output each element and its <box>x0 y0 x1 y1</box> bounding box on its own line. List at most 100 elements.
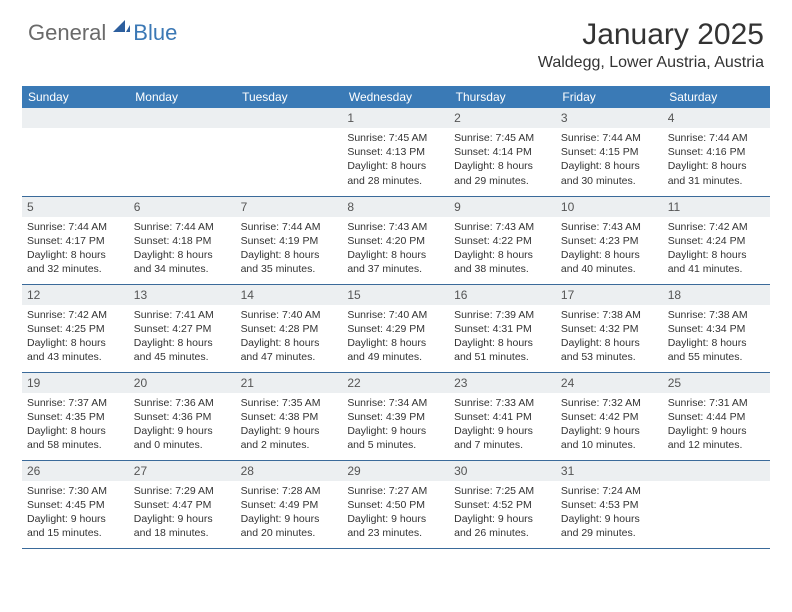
day-details: Sunrise: 7:36 AMSunset: 4:36 PMDaylight:… <box>129 393 236 457</box>
calendar-day-cell: 23Sunrise: 7:33 AMSunset: 4:41 PMDayligh… <box>449 372 556 460</box>
day-number-empty <box>129 108 236 128</box>
calendar-week-row: 12Sunrise: 7:42 AMSunset: 4:25 PMDayligh… <box>22 284 770 372</box>
calendar-day-cell: 7Sunrise: 7:44 AMSunset: 4:19 PMDaylight… <box>236 196 343 284</box>
calendar-day-cell: 12Sunrise: 7:42 AMSunset: 4:25 PMDayligh… <box>22 284 129 372</box>
title-block: January 2025 Waldegg, Lower Austria, Aus… <box>538 18 764 72</box>
day-number: 30 <box>449 461 556 481</box>
day-number: 23 <box>449 373 556 393</box>
logo-sail-icon <box>111 18 131 39</box>
location-text: Waldegg, Lower Austria, Austria <box>538 54 764 72</box>
calendar-day-cell: 14Sunrise: 7:40 AMSunset: 4:28 PMDayligh… <box>236 284 343 372</box>
day-details: Sunrise: 7:43 AMSunset: 4:20 PMDaylight:… <box>342 217 449 281</box>
calendar-day-cell: 20Sunrise: 7:36 AMSunset: 4:36 PMDayligh… <box>129 372 236 460</box>
day-number: 31 <box>556 461 663 481</box>
day-number: 24 <box>556 373 663 393</box>
calendar-week-row: 1Sunrise: 7:45 AMSunset: 4:13 PMDaylight… <box>22 108 770 196</box>
day-details: Sunrise: 7:25 AMSunset: 4:52 PMDaylight:… <box>449 481 556 545</box>
day-details: Sunrise: 7:45 AMSunset: 4:13 PMDaylight:… <box>342 128 449 192</box>
calendar-day-cell <box>22 108 129 196</box>
day-details: Sunrise: 7:30 AMSunset: 4:45 PMDaylight:… <box>22 481 129 545</box>
calendar-day-cell: 26Sunrise: 7:30 AMSunset: 4:45 PMDayligh… <box>22 460 129 548</box>
day-details: Sunrise: 7:44 AMSunset: 4:18 PMDaylight:… <box>129 217 236 281</box>
calendar-day-cell: 24Sunrise: 7:32 AMSunset: 4:42 PMDayligh… <box>556 372 663 460</box>
day-details: Sunrise: 7:43 AMSunset: 4:23 PMDaylight:… <box>556 217 663 281</box>
day-details: Sunrise: 7:29 AMSunset: 4:47 PMDaylight:… <box>129 481 236 545</box>
weekday-header-row: Sunday Monday Tuesday Wednesday Thursday… <box>22 86 770 108</box>
calendar-day-cell: 18Sunrise: 7:38 AMSunset: 4:34 PMDayligh… <box>663 284 770 372</box>
day-number: 22 <box>342 373 449 393</box>
calendar-day-cell: 3Sunrise: 7:44 AMSunset: 4:15 PMDaylight… <box>556 108 663 196</box>
day-number: 18 <box>663 285 770 305</box>
day-number: 6 <box>129 197 236 217</box>
calendar-day-cell: 17Sunrise: 7:38 AMSunset: 4:32 PMDayligh… <box>556 284 663 372</box>
weekday-header: Wednesday <box>342 86 449 108</box>
day-number: 20 <box>129 373 236 393</box>
day-number: 13 <box>129 285 236 305</box>
weekday-header: Monday <box>129 86 236 108</box>
day-details: Sunrise: 7:43 AMSunset: 4:22 PMDaylight:… <box>449 217 556 281</box>
day-number: 15 <box>342 285 449 305</box>
day-details: Sunrise: 7:31 AMSunset: 4:44 PMDaylight:… <box>663 393 770 457</box>
day-number-empty <box>22 108 129 128</box>
calendar-table: Sunday Monday Tuesday Wednesday Thursday… <box>22 86 770 549</box>
day-number: 29 <box>342 461 449 481</box>
day-number: 19 <box>22 373 129 393</box>
calendar-week-row: 26Sunrise: 7:30 AMSunset: 4:45 PMDayligh… <box>22 460 770 548</box>
day-details: Sunrise: 7:44 AMSunset: 4:17 PMDaylight:… <box>22 217 129 281</box>
logo-text-blue: Blue <box>133 20 177 46</box>
day-number: 2 <box>449 108 556 128</box>
calendar-day-cell: 2Sunrise: 7:45 AMSunset: 4:14 PMDaylight… <box>449 108 556 196</box>
calendar-day-cell: 22Sunrise: 7:34 AMSunset: 4:39 PMDayligh… <box>342 372 449 460</box>
day-number: 10 <box>556 197 663 217</box>
logo: General Blue <box>28 18 177 47</box>
calendar-day-cell: 28Sunrise: 7:28 AMSunset: 4:49 PMDayligh… <box>236 460 343 548</box>
calendar-day-cell: 27Sunrise: 7:29 AMSunset: 4:47 PMDayligh… <box>129 460 236 548</box>
day-number: 12 <box>22 285 129 305</box>
day-number: 14 <box>236 285 343 305</box>
calendar-day-cell: 10Sunrise: 7:43 AMSunset: 4:23 PMDayligh… <box>556 196 663 284</box>
day-details: Sunrise: 7:38 AMSunset: 4:34 PMDaylight:… <box>663 305 770 369</box>
weekday-header: Tuesday <box>236 86 343 108</box>
day-number: 26 <box>22 461 129 481</box>
day-number: 9 <box>449 197 556 217</box>
calendar-day-cell: 19Sunrise: 7:37 AMSunset: 4:35 PMDayligh… <box>22 372 129 460</box>
day-details: Sunrise: 7:27 AMSunset: 4:50 PMDaylight:… <box>342 481 449 545</box>
calendar-week-row: 19Sunrise: 7:37 AMSunset: 4:35 PMDayligh… <box>22 372 770 460</box>
calendar-day-cell <box>663 460 770 548</box>
day-details: Sunrise: 7:32 AMSunset: 4:42 PMDaylight:… <box>556 393 663 457</box>
day-details: Sunrise: 7:42 AMSunset: 4:25 PMDaylight:… <box>22 305 129 369</box>
weekday-header: Sunday <box>22 86 129 108</box>
calendar-day-cell: 13Sunrise: 7:41 AMSunset: 4:27 PMDayligh… <box>129 284 236 372</box>
calendar-day-cell: 31Sunrise: 7:24 AMSunset: 4:53 PMDayligh… <box>556 460 663 548</box>
day-details: Sunrise: 7:44 AMSunset: 4:19 PMDaylight:… <box>236 217 343 281</box>
day-number: 25 <box>663 373 770 393</box>
month-title: January 2025 <box>538 18 764 52</box>
day-details: Sunrise: 7:24 AMSunset: 4:53 PMDaylight:… <box>556 481 663 545</box>
day-number: 7 <box>236 197 343 217</box>
day-number: 1 <box>342 108 449 128</box>
calendar-day-cell <box>129 108 236 196</box>
day-number: 11 <box>663 197 770 217</box>
calendar-day-cell: 6Sunrise: 7:44 AMSunset: 4:18 PMDaylight… <box>129 196 236 284</box>
day-number: 21 <box>236 373 343 393</box>
calendar-day-cell: 21Sunrise: 7:35 AMSunset: 4:38 PMDayligh… <box>236 372 343 460</box>
day-number-empty <box>663 461 770 481</box>
calendar-day-cell: 9Sunrise: 7:43 AMSunset: 4:22 PMDaylight… <box>449 196 556 284</box>
day-details: Sunrise: 7:42 AMSunset: 4:24 PMDaylight:… <box>663 217 770 281</box>
day-number: 28 <box>236 461 343 481</box>
calendar-day-cell: 25Sunrise: 7:31 AMSunset: 4:44 PMDayligh… <box>663 372 770 460</box>
weekday-header: Saturday <box>663 86 770 108</box>
calendar-day-cell: 4Sunrise: 7:44 AMSunset: 4:16 PMDaylight… <box>663 108 770 196</box>
weekday-header: Thursday <box>449 86 556 108</box>
day-details: Sunrise: 7:44 AMSunset: 4:16 PMDaylight:… <box>663 128 770 192</box>
day-details: Sunrise: 7:28 AMSunset: 4:49 PMDaylight:… <box>236 481 343 545</box>
calendar-day-cell: 5Sunrise: 7:44 AMSunset: 4:17 PMDaylight… <box>22 196 129 284</box>
calendar-day-cell: 16Sunrise: 7:39 AMSunset: 4:31 PMDayligh… <box>449 284 556 372</box>
day-details: Sunrise: 7:45 AMSunset: 4:14 PMDaylight:… <box>449 128 556 192</box>
day-number: 5 <box>22 197 129 217</box>
day-details: Sunrise: 7:44 AMSunset: 4:15 PMDaylight:… <box>556 128 663 192</box>
day-number: 16 <box>449 285 556 305</box>
day-details: Sunrise: 7:35 AMSunset: 4:38 PMDaylight:… <box>236 393 343 457</box>
day-details: Sunrise: 7:33 AMSunset: 4:41 PMDaylight:… <box>449 393 556 457</box>
day-number-empty <box>236 108 343 128</box>
